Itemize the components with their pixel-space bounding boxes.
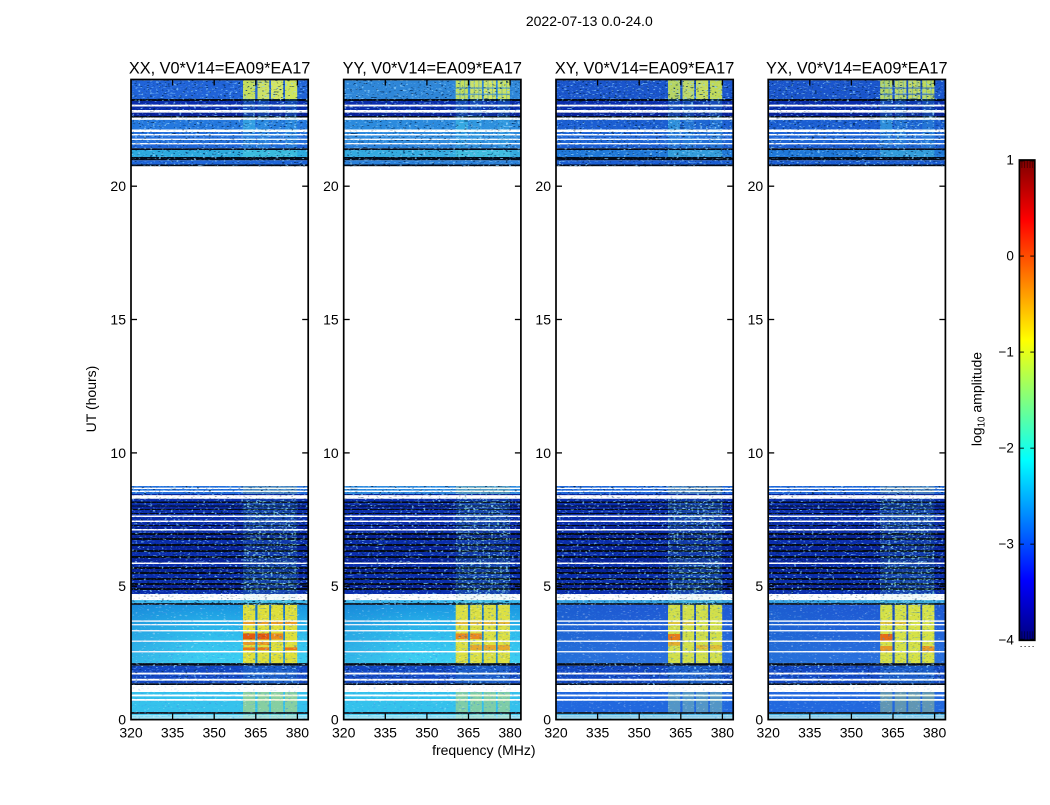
svg-text:10: 10 xyxy=(323,445,339,461)
svg-text:0: 0 xyxy=(118,712,126,728)
svg-text:380: 380 xyxy=(711,725,735,741)
svg-text:10: 10 xyxy=(748,445,764,461)
svg-text:−4: −4 xyxy=(998,633,1014,648)
svg-text:0: 0 xyxy=(1006,248,1014,263)
svg-text:365: 365 xyxy=(457,725,481,741)
svg-text:−2: −2 xyxy=(998,440,1013,455)
svg-text:0: 0 xyxy=(543,712,551,728)
svg-text:−3: −3 xyxy=(998,537,1013,552)
svg-text:15: 15 xyxy=(323,312,339,328)
svg-text:5: 5 xyxy=(755,578,763,594)
svg-text:15: 15 xyxy=(748,312,764,328)
svg-text:335: 335 xyxy=(161,725,185,741)
svg-text:20: 20 xyxy=(110,178,126,194)
svg-text:10: 10 xyxy=(535,445,551,461)
svg-text:320: 320 xyxy=(544,725,568,741)
svg-text:YY, V0*V14=EA09*EA17: YY, V0*V14=EA09*EA17 xyxy=(343,60,522,78)
svg-text:frequency (MHz): frequency (MHz) xyxy=(432,742,535,758)
svg-text:1: 1 xyxy=(1006,152,1014,167)
svg-text:10: 10 xyxy=(110,445,126,461)
svg-text:XX, V0*V14=EA09*EA17: XX, V0*V14=EA09*EA17 xyxy=(129,60,311,78)
svg-text:380: 380 xyxy=(286,725,310,741)
svg-text:335: 335 xyxy=(586,725,610,741)
svg-text:0: 0 xyxy=(331,712,339,728)
svg-text:350: 350 xyxy=(628,725,652,741)
svg-text:350: 350 xyxy=(203,725,227,741)
svg-text:20: 20 xyxy=(323,178,339,194)
svg-text:365: 365 xyxy=(669,725,693,741)
svg-text:2022-07-13 0.0-24.0: 2022-07-13 0.0-24.0 xyxy=(526,13,653,29)
svg-text:320: 320 xyxy=(332,725,356,741)
svg-text:335: 335 xyxy=(798,725,822,741)
svg-text:350: 350 xyxy=(415,725,439,741)
svg-text:XY, V0*V14=EA09*EA17: XY, V0*V14=EA09*EA17 xyxy=(555,60,734,78)
svg-text:5: 5 xyxy=(331,578,339,594)
svg-text:YX, V0*V14=EA09*EA17: YX, V0*V14=EA09*EA17 xyxy=(766,60,948,78)
svg-text:380: 380 xyxy=(923,725,947,741)
svg-text:365: 365 xyxy=(244,725,268,741)
svg-text:380: 380 xyxy=(498,725,522,741)
svg-text:5: 5 xyxy=(118,578,126,594)
svg-text:UT (hours): UT (hours) xyxy=(83,366,99,433)
svg-text:0: 0 xyxy=(755,712,763,728)
svg-text:20: 20 xyxy=(535,178,551,194)
svg-text:5: 5 xyxy=(543,578,551,594)
svg-text:335: 335 xyxy=(374,725,398,741)
svg-text:365: 365 xyxy=(881,725,905,741)
svg-text:20: 20 xyxy=(748,178,764,194)
svg-text:320: 320 xyxy=(119,725,143,741)
svg-text:15: 15 xyxy=(110,312,126,328)
svg-text:15: 15 xyxy=(535,312,551,328)
svg-text:−1: −1 xyxy=(998,344,1013,359)
svg-text:320: 320 xyxy=(757,725,781,741)
svg-text:350: 350 xyxy=(840,725,864,741)
